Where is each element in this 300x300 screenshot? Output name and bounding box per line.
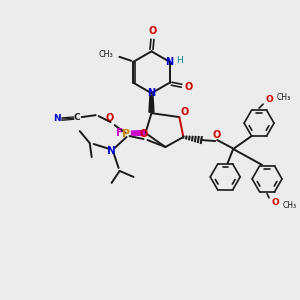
- Text: N: N: [147, 88, 155, 98]
- Text: O: O: [140, 129, 148, 139]
- Text: C: C: [74, 112, 80, 122]
- Text: O: O: [212, 130, 220, 140]
- Text: F: F: [116, 128, 123, 138]
- Text: P: P: [122, 129, 130, 139]
- Text: O: O: [106, 113, 114, 123]
- Polygon shape: [149, 95, 154, 112]
- Text: O: O: [180, 107, 188, 117]
- Text: O: O: [148, 26, 157, 36]
- Text: N: N: [107, 146, 116, 156]
- Text: N: N: [166, 57, 174, 67]
- Text: H: H: [176, 56, 183, 65]
- Text: O: O: [184, 82, 193, 92]
- Text: N: N: [53, 114, 61, 123]
- Text: CH₃: CH₃: [277, 93, 291, 102]
- Polygon shape: [131, 130, 145, 136]
- Text: CH₃: CH₃: [283, 201, 297, 210]
- Text: O: O: [265, 95, 273, 104]
- Text: CH₃: CH₃: [99, 50, 113, 59]
- Text: O: O: [271, 198, 279, 207]
